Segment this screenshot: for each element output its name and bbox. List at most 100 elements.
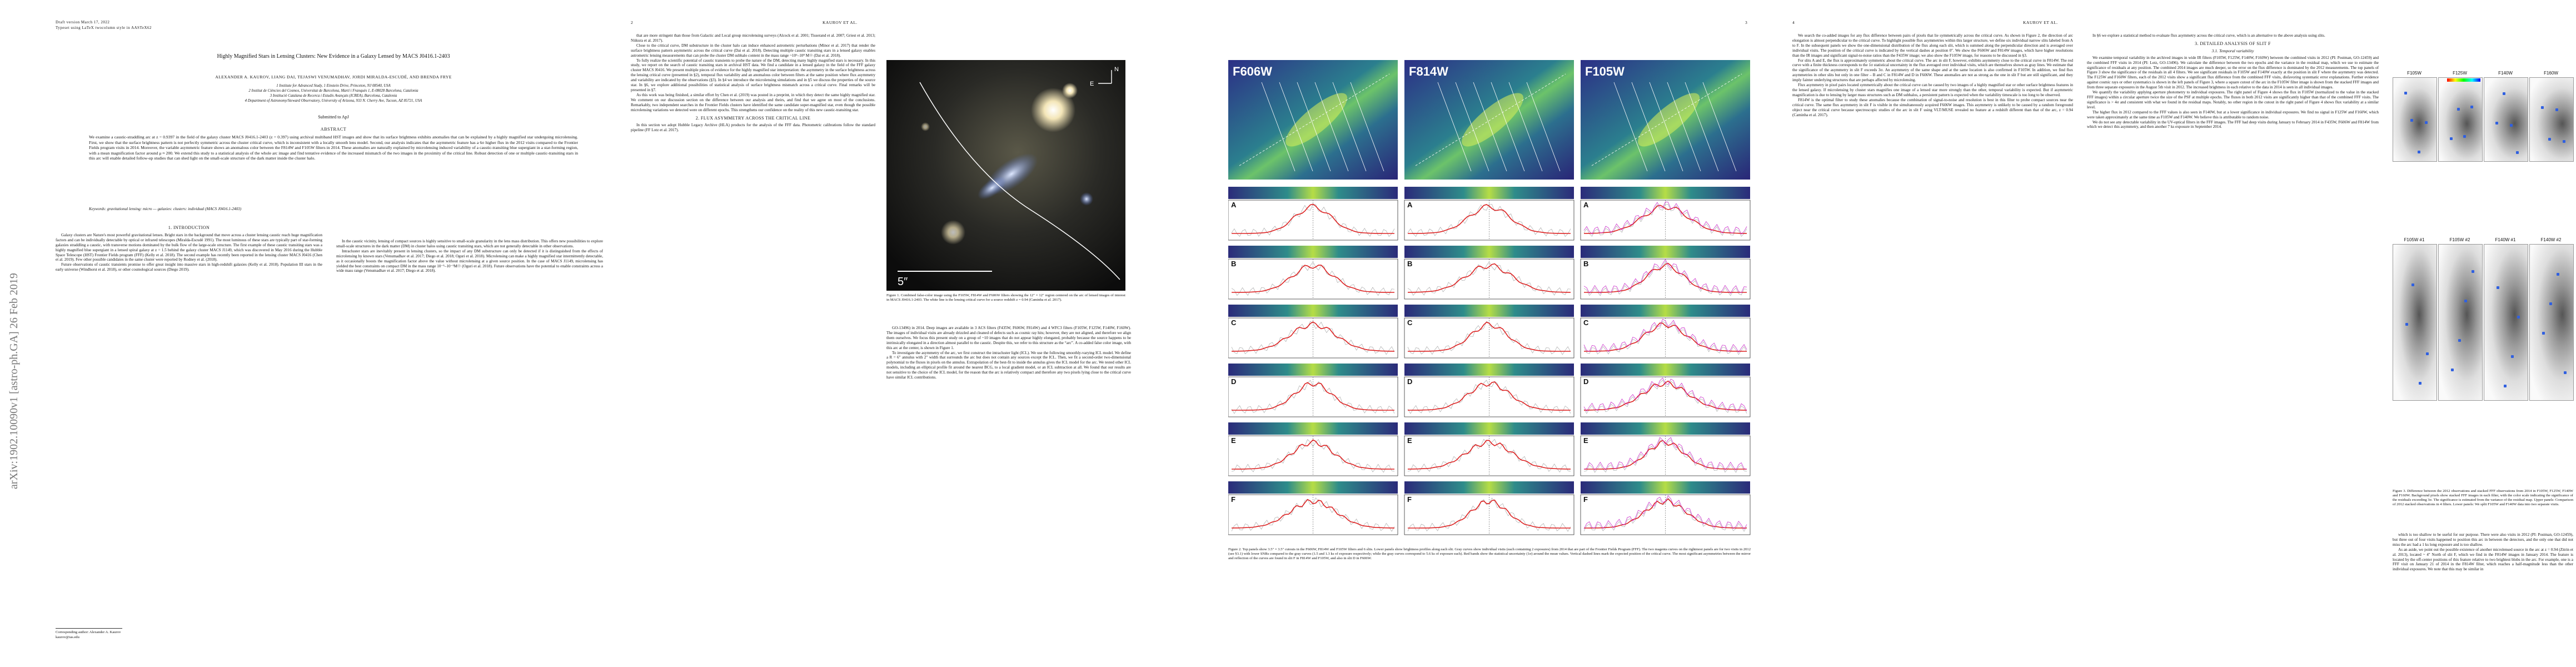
residual-spot	[2504, 385, 2507, 387]
residual-spot	[2411, 283, 2414, 286]
footnote: Corresponding author: Alexander A. Kauro…	[56, 630, 322, 640]
figure-2: F606W F814W F105W A A A B B B C C C D D D E E E F F F	[1228, 60, 1751, 535]
section-heading: 3. DETAILED ANALYSIS OF SLIT F	[2195, 41, 2271, 46]
paragraph: We examine temporal variability in the a…	[2087, 55, 2379, 90]
residual-spot	[2503, 92, 2505, 95]
profile-mean	[1231, 499, 1395, 529]
slit-label: F	[1583, 495, 1588, 504]
right-column: In the caustic vicinity, lensing of comp…	[336, 239, 603, 273]
profile-mean	[1408, 321, 1571, 352]
panel-label: F105W	[2407, 71, 2421, 76]
body-text: In this section we adopt Hubble Legacy A…	[631, 123, 875, 133]
slit-line	[1702, 82, 1737, 172]
slit-line	[1613, 82, 1648, 172]
paragraph: F814W is the optimal filter to study the…	[1792, 97, 2073, 117]
paragraph: Close to the critical curve, DM substruc…	[631, 43, 875, 58]
residual-spot	[2517, 316, 2520, 318]
affiliation: 2 Institut de Ciències del Cosmos, Unive…	[248, 89, 418, 93]
residual-spot	[2541, 106, 2544, 109]
paragraph: The higher flux in 2012 compared to the …	[2087, 109, 2379, 120]
slit-strip	[1404, 305, 1574, 317]
residual-panel	[2529, 244, 2574, 401]
profile-2012	[1583, 495, 1747, 530]
profile-mean	[1231, 321, 1395, 352]
residual-panel	[2438, 244, 2483, 401]
slit-label: D	[1407, 377, 1412, 386]
figure-1-caption: Figure 1. Combined false-color image usi…	[886, 293, 1125, 302]
slit-strip	[1228, 305, 1398, 317]
slit-label: A	[1231, 201, 1237, 209]
paragraph: In this section we adopt Hubble Legacy A…	[631, 123, 875, 133]
profile-mean	[1408, 204, 1571, 234]
slit-line	[1685, 82, 1719, 172]
profile-mean	[1407, 263, 1571, 293]
residual-spot	[2470, 106, 2473, 108]
paragraph: In the caustic vicinity, lensing of comp…	[336, 239, 603, 248]
arxiv-sidebar: arXiv:1902.10090v1 [astro-ph.GA] 26 Feb …	[8, 273, 20, 489]
residual-panel	[2529, 77, 2574, 162]
keywords: Keywords: gravitational lensing: micro —…	[89, 207, 242, 211]
profile-mean	[1408, 499, 1571, 529]
page-1: arXiv:1902.10090v1 [astro-ph.GA] 26 Feb …	[0, 0, 622, 667]
slit-line	[1491, 82, 1525, 172]
slit-strip	[1404, 422, 1574, 435]
residual-panel	[2393, 244, 2437, 401]
profile-visits	[1407, 439, 1571, 473]
profile-mean	[1584, 380, 1747, 411]
panel-label: F140W #1	[2495, 237, 2516, 242]
running-head: Kaurov et al.	[823, 20, 858, 25]
slit-strip	[1581, 364, 1750, 376]
slit-line	[1667, 82, 1701, 172]
figure-2-caption: Figure 2. Top panels show 3.5″ × 3.5″ cu…	[1228, 547, 1751, 560]
lower-right-text: which is too shallow to be useful for ou…	[2393, 532, 2573, 572]
draft-line: Draft version March 17, 2022	[56, 20, 110, 24]
residual-spot	[2549, 302, 2552, 305]
paragraph: We search the co-added images for any fl…	[1792, 33, 2073, 58]
profile-mean	[1232, 439, 1394, 470]
profile-mean	[1232, 382, 1394, 411]
slit-label: B	[1231, 260, 1236, 268]
slit-label: A	[1583, 201, 1589, 209]
paragraph: We do not see any detectable variability…	[2087, 120, 2379, 130]
affiliations: 1 Institute for Advanced Study, 1 Einste…	[56, 83, 611, 103]
profile-visits	[1583, 321, 1747, 355]
paragraph: that are more stringent than those from …	[631, 33, 875, 43]
footnote-rule	[56, 628, 122, 629]
slit-line	[1297, 82, 1331, 172]
slit-label: E	[1407, 436, 1412, 445]
residual-panel	[2484, 77, 2528, 162]
residual-spot	[2425, 121, 2428, 124]
profile-2012	[1583, 377, 1747, 412]
slit-label: C	[1407, 318, 1413, 327]
residual-spot	[2450, 137, 2453, 140]
slit-line	[1631, 82, 1666, 172]
profile-visits	[1583, 261, 1747, 296]
panel-label: F105W #2	[2449, 237, 2470, 242]
slit-strip	[1404, 364, 1574, 376]
page-4: 4 Kaurov et al. We search the co-added i…	[1778, 0, 2576, 667]
profile-2012	[1583, 318, 1747, 353]
slit-line	[1314, 82, 1349, 172]
filter-label: F606W	[1233, 64, 1272, 78]
slit-line	[1261, 82, 1296, 172]
slit-strip	[1581, 305, 1750, 317]
residual-spot	[2419, 382, 2421, 385]
residual-spot	[2563, 140, 2565, 143]
residual-panel	[2484, 244, 2528, 401]
paragraph: GO-13496) in 2014. Deep images are avail…	[886, 326, 1131, 350]
slit-line	[1350, 82, 1384, 172]
profile-mean	[1232, 203, 1394, 234]
slit-line	[1508, 82, 1543, 172]
slit-strip	[1228, 246, 1398, 258]
slit-strip	[1581, 246, 1750, 258]
slit-label: F	[1407, 495, 1412, 504]
paragraph: As an aside, we point out the possible e…	[2393, 547, 2573, 572]
authors: Alexander A. Kaurov, Liang Dai, Tejaswi …	[215, 74, 452, 79]
section-heading: 1. INTRODUCTION	[168, 225, 210, 230]
arc-blob	[1285, 93, 1348, 147]
page-2: 2 Kaurov et al. that are more stringent …	[622, 0, 1200, 667]
filter-label: F814W	[1409, 64, 1448, 78]
slit-strip	[1581, 422, 1750, 435]
paragraph: Galaxy clusters are Nature's most powerf…	[56, 232, 322, 262]
